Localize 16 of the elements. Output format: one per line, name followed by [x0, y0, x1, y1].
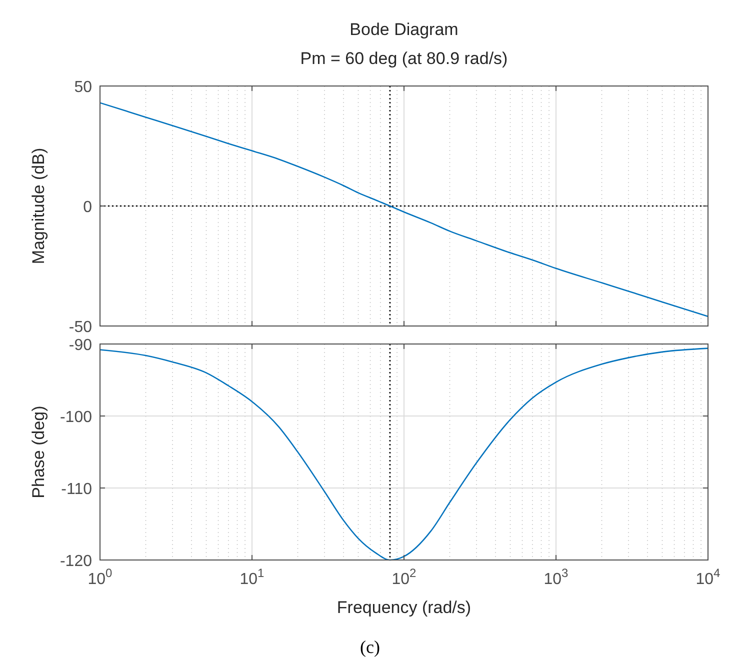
y-tick-label: 50 [74, 79, 92, 96]
y-tick-label: 0 [83, 199, 92, 216]
x-tick-label: 10$^{3}$ [544, 566, 569, 588]
y-tick-label: -100 [60, 409, 92, 426]
x-tick-label: 10$^{2}$ [392, 566, 417, 588]
x-tick-label: 10$^{4}$ [696, 566, 721, 588]
chart-subtitle: Pm = 60 deg (at 80.9 rad/s) [300, 49, 508, 68]
text: (c) [360, 637, 380, 657]
y-axis-title: Magnitude (dB) [29, 148, 48, 264]
y-tick-label: -110 [61, 481, 92, 498]
y-tick-label: -50 [68, 319, 92, 336]
x-axis-title: Frequency (rad/s) [336, 598, 472, 617]
y-axis-title: Phase (deg) [29, 406, 48, 498]
x-tick-label: 10$^{1}$ [240, 566, 265, 588]
chart-title: Bode Diagram [350, 20, 458, 39]
y-tick-label: -90 [68, 337, 92, 354]
